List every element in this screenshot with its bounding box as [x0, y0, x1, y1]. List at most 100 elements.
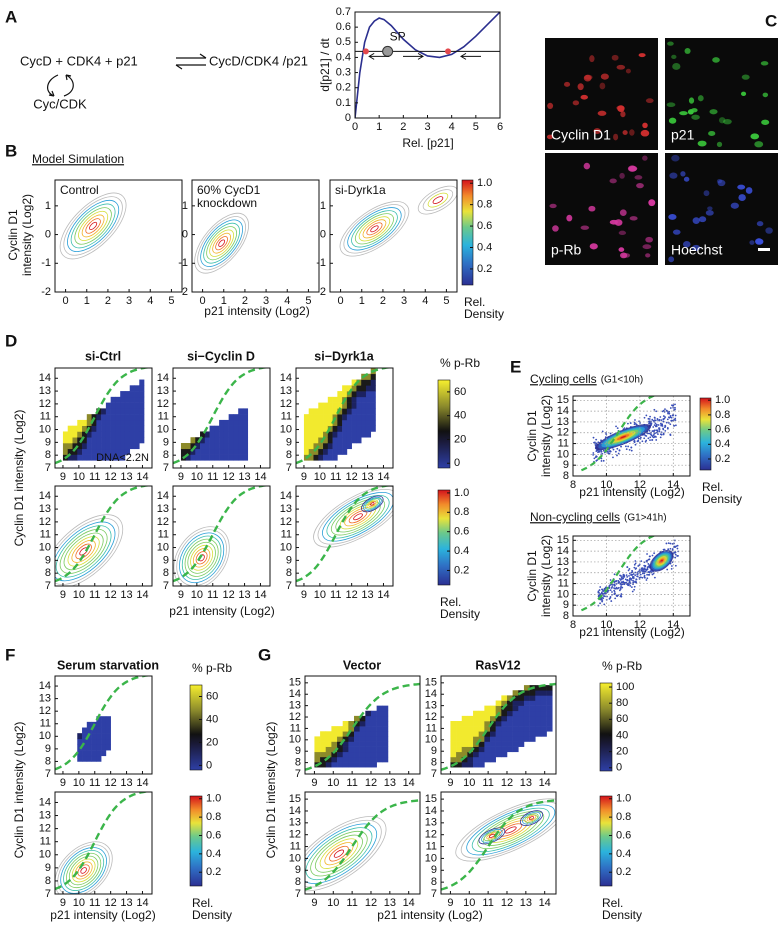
density-contour	[74, 207, 112, 245]
heatmap-cell	[72, 431, 78, 438]
nucleus	[597, 110, 607, 116]
heatmap-cell	[242, 414, 249, 421]
heatmap-cell	[323, 402, 329, 409]
nucleus	[609, 219, 618, 225]
heatmap-cell	[467, 756, 474, 763]
heatmap-cell	[351, 402, 357, 409]
heatmap-cell	[501, 715, 508, 722]
axes-frame	[172, 367, 271, 469]
y-tick-label: 11	[281, 411, 292, 423]
cell-point	[652, 419, 655, 422]
colorbar-label: % p-Rb	[440, 356, 480, 370]
x-tick-label: 9	[60, 471, 66, 483]
nucleus	[547, 102, 554, 110]
density-contour	[305, 827, 373, 881]
heatmap-cell	[320, 762, 327, 768]
heatmap-cell	[337, 731, 344, 737]
heatmap-cell	[325, 762, 332, 768]
density-contour	[329, 845, 349, 862]
heatmap-cell	[495, 705, 502, 712]
heatmap-cell	[303, 419, 310, 426]
x-tick-label: 9	[301, 471, 307, 483]
heatmap-cell	[478, 751, 485, 758]
nucleus	[754, 141, 764, 148]
heatmap-cell	[332, 431, 338, 438]
heatmap-cell	[337, 391, 343, 398]
plot-area	[441, 798, 556, 891]
heatmap-cell	[361, 391, 367, 398]
cell-point	[602, 459, 605, 462]
cell-point	[648, 418, 651, 420]
heatmap-cell	[461, 715, 468, 722]
channel-label: Cyclin D1	[551, 127, 611, 143]
heatmap-cell	[546, 700, 553, 706]
heatmap-cell	[139, 414, 145, 421]
colorbar-tick-label: 0	[454, 457, 460, 469]
colorbar-tick-label: 1.0	[715, 394, 730, 406]
x-tick-label: 11	[330, 471, 341, 483]
cell-point	[633, 588, 636, 591]
heatmap-cell	[361, 419, 367, 426]
heatmap-cell	[473, 751, 480, 758]
heatmap-cell	[501, 726, 508, 732]
y-tick-label: 8	[45, 449, 51, 461]
heatmap-cell	[376, 746, 383, 753]
density-contour	[190, 544, 214, 571]
heatmap-cell	[185, 454, 191, 461]
cell-point	[633, 421, 636, 424]
y-tick-label: 7	[45, 888, 51, 900]
heatmap-cell	[456, 762, 463, 768]
cell-point	[633, 585, 636, 588]
colorbar-label: Rel.	[602, 896, 623, 910]
heatmap-cell	[91, 755, 97, 762]
nucleus	[566, 214, 573, 222]
cell-point	[613, 589, 616, 592]
threshold-curve	[55, 676, 152, 771]
cell-point	[674, 414, 677, 417]
cell-point	[667, 548, 670, 551]
heatmap-cell	[238, 419, 244, 426]
nucleus	[609, 178, 617, 184]
heatmap-cell	[546, 715, 553, 722]
cell-point	[644, 568, 647, 571]
y-axis-label: Cyclin D1	[525, 410, 539, 462]
x-tick-label: 9	[311, 777, 317, 789]
heatmap-cell	[139, 437, 145, 444]
heatmap-cell	[110, 402, 116, 409]
heatmap-cell	[540, 715, 547, 722]
heatmap-cell	[382, 705, 389, 712]
heatmap-cell	[450, 746, 457, 753]
reaction-enzyme: Cyc/CDK	[33, 96, 87, 111]
column-title: Vector	[343, 658, 381, 672]
nucleus	[667, 41, 674, 46]
heatmap-cell	[461, 741, 468, 747]
x-tick-label: 5	[473, 121, 479, 133]
cell-point	[653, 552, 656, 555]
nucleus	[648, 199, 656, 207]
y-tick-label: 8	[431, 876, 437, 888]
cell-point	[653, 408, 656, 411]
y-tick-label: 0.2	[336, 82, 351, 94]
heatmap-cell	[320, 756, 327, 763]
y-tick-label: 10	[157, 423, 169, 435]
colorbar-label: Rel.	[464, 295, 485, 309]
heatmap-cell	[518, 715, 525, 722]
cell-point	[654, 425, 657, 428]
heatmap-cell	[456, 731, 463, 737]
y-tick-label: 9	[431, 864, 437, 876]
heatmap-cell	[332, 448, 338, 455]
heatmap-cell	[376, 736, 383, 742]
heatmap-cell	[214, 431, 220, 438]
colorbar-tick-label: 60	[454, 386, 466, 398]
x-tick-label: 14	[539, 897, 551, 909]
heatmap-cell	[91, 744, 97, 751]
cell-point	[598, 589, 601, 591]
cell-point	[669, 414, 672, 417]
y-axis-label: Cyclin D1	[525, 550, 539, 602]
heatmap-cell	[101, 419, 107, 426]
cell-point	[633, 563, 636, 566]
y-tick-label: 0.6	[336, 21, 351, 33]
heatmap-cell	[535, 705, 542, 712]
heatmap-cell	[105, 443, 111, 450]
heatmap-cell	[96, 744, 102, 751]
